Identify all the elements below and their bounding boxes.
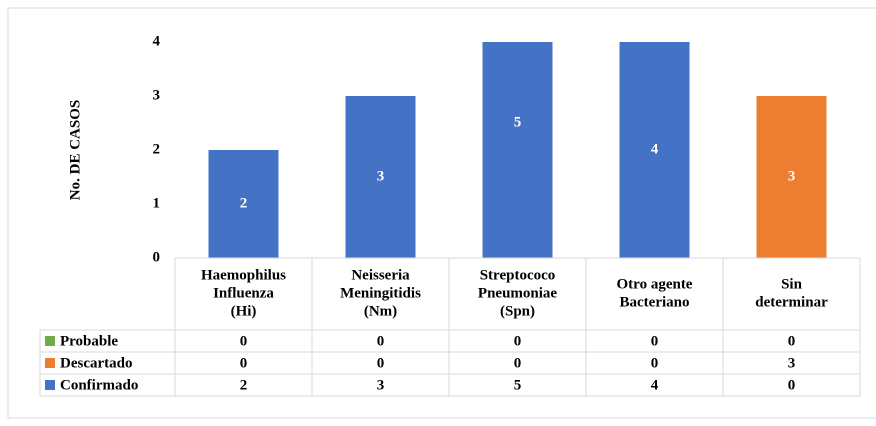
table-value: 0 <box>514 355 522 371</box>
table-value: 4 <box>651 377 659 393</box>
x-tick-label: Otro agente <box>617 276 693 292</box>
legend-swatch <box>45 358 55 368</box>
table-value: 3 <box>377 377 385 393</box>
x-tick-label: Bacteriano <box>620 294 690 310</box>
table-value: 3 <box>788 355 796 371</box>
legend-label: Confirmado <box>60 377 138 393</box>
x-tick-label: (Spn) <box>500 303 535 319</box>
table-value: 0 <box>240 355 248 371</box>
table-value: 0 <box>651 355 659 371</box>
x-tick-label: Haemophilus <box>201 267 286 283</box>
table-value: 0 <box>514 333 522 349</box>
bar <box>619 42 690 258</box>
chart-frame <box>7 7 876 419</box>
table-value: 0 <box>651 333 659 349</box>
x-tick-label: (Nm) <box>364 303 397 319</box>
x-tick-label: Influenza <box>213 285 274 301</box>
legend-swatch <box>45 380 55 390</box>
bar <box>208 150 279 258</box>
legend-label: Probable <box>60 333 118 349</box>
table-value: 0 <box>377 355 385 371</box>
y-tick-label: 0 <box>153 249 161 265</box>
data-label: 3 <box>788 168 796 184</box>
x-tick-label: (Hi) <box>231 303 257 319</box>
table-value: 0 <box>377 333 385 349</box>
table-value: 2 <box>240 377 248 393</box>
data-label: 4 <box>651 141 659 157</box>
x-tick-label: determinar <box>755 294 828 310</box>
bar <box>345 96 416 258</box>
data-label: 3 <box>377 168 385 184</box>
legend-label: Descartado <box>60 355 132 371</box>
legend-swatch <box>45 336 55 346</box>
x-tick-label: Streptococo <box>480 267 556 283</box>
table-value: 0 <box>788 377 796 393</box>
x-tick-label: Neisseria <box>351 267 410 283</box>
x-tick-label: Meningitidis <box>340 285 421 301</box>
x-tick-label: Pneumoniae <box>478 285 558 301</box>
y-tick-label: 4 <box>153 33 161 49</box>
table-value: 0 <box>240 333 248 349</box>
bar <box>756 96 827 258</box>
plot-area <box>208 42 827 258</box>
table-value: 0 <box>788 333 796 349</box>
table-value: 5 <box>514 377 522 393</box>
y-tick-label: 1 <box>153 195 161 211</box>
data-label: 5 <box>514 114 522 130</box>
y-tick-label: 2 <box>153 141 161 157</box>
bar <box>482 42 553 258</box>
table-cell <box>722 373 861 397</box>
y-tick-label: 3 <box>153 87 161 103</box>
x-tick-label: Sin <box>781 276 803 292</box>
data-label: 2 <box>240 195 248 211</box>
y-axis-label: No. DE CASOS <box>67 100 83 200</box>
